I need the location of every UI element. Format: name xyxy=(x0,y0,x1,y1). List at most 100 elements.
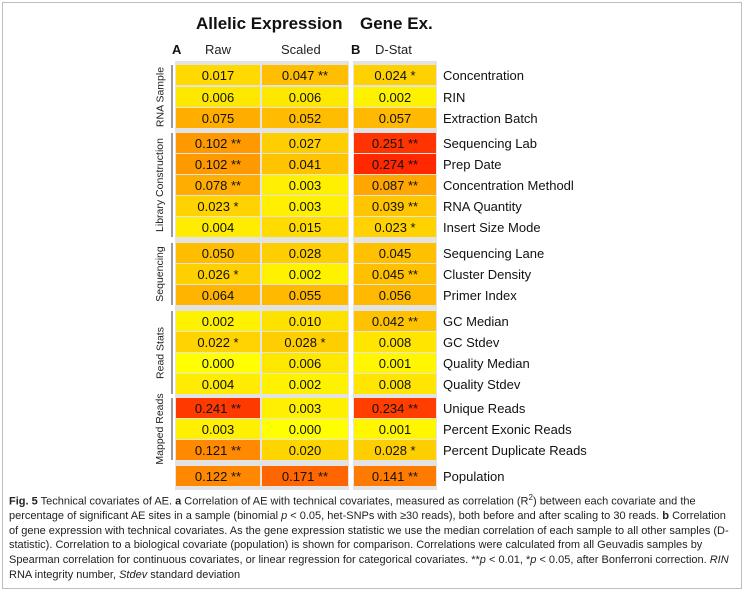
heatmap-cell: 0.027 xyxy=(262,133,348,153)
heatmap-cell: 0.251 ** xyxy=(354,133,436,153)
heatmap-cell: 0.057 xyxy=(354,108,436,128)
caption-text: < 0.05, after Bonferroni correction. xyxy=(536,554,710,567)
row-label: Extraction Batch xyxy=(443,110,538,126)
caption-text: < 0.01, * xyxy=(485,554,531,567)
row-label: Unique Reads xyxy=(443,400,526,416)
row-label: Concentration Methodl xyxy=(443,177,574,193)
caption-fig-label: Fig. 5 xyxy=(9,495,38,508)
heatmap-cell: 0.002 xyxy=(176,311,260,331)
caption-italic-p: p xyxy=(281,510,288,523)
group-label: RNA Sample xyxy=(154,66,166,127)
row-label: GC Stdev xyxy=(443,334,500,350)
heatmap-cell: 0.006 xyxy=(176,87,260,107)
group-bracket xyxy=(171,311,173,394)
figure-caption: Fig. 5 Technical covariates of AE. a Cor… xyxy=(9,491,737,582)
heatmap-cell: 0.064 xyxy=(176,285,260,305)
row-label: Percent Duplicate Reads xyxy=(443,442,587,458)
heatmap-cell: 0.056 xyxy=(354,285,436,305)
heatmap-cell: 0.008 xyxy=(354,332,436,352)
heatmap-cell: 0.002 xyxy=(262,264,348,284)
heatmap-cell: 0.052 xyxy=(262,108,348,128)
heatmap-cell: 0.023 * xyxy=(354,217,436,237)
heatmap-cell: 0.000 xyxy=(176,353,260,373)
column-header-dstat: D-Stat xyxy=(375,42,412,57)
heatmap-cell: 0.003 xyxy=(176,419,260,439)
heatmap-cell: 0.026 * xyxy=(176,264,260,284)
caption-italic-p: p xyxy=(479,554,486,567)
row-label: Insert Size Mode xyxy=(443,219,541,235)
row-label: GC Median xyxy=(443,313,509,329)
heatmap-cell: 0.004 xyxy=(176,217,260,237)
heatmap-cell: 0.241 ** xyxy=(176,398,260,418)
caption-text: Technical covariates of AE. xyxy=(37,495,176,508)
heatmap-cell: 0.000 xyxy=(262,419,348,439)
heatmap-cell: 0.002 xyxy=(354,87,436,107)
heatmap-cell: 0.102 ** xyxy=(176,154,260,174)
group-bracket xyxy=(171,398,173,460)
heatmap-cell: 0.141 ** xyxy=(354,466,436,486)
heatmap-cell: 0.102 ** xyxy=(176,133,260,153)
heatmap-cell: 0.075 xyxy=(176,108,260,128)
heatmap-cell: 0.004 xyxy=(176,374,260,394)
heatmap-cell: 0.055 xyxy=(262,285,348,305)
heatmap-cell: 0.006 xyxy=(262,353,348,373)
caption-italic-p: p xyxy=(530,554,537,567)
heatmap-cell: 0.041 xyxy=(262,154,348,174)
caption-text: Correlation of AE with technical covaria… xyxy=(181,495,529,508)
column-header-raw: Raw xyxy=(205,42,232,57)
heatmap-cell: 0.017 xyxy=(176,65,260,85)
caption-panel-b: b xyxy=(662,510,670,523)
heatmap-cell: 0.003 xyxy=(262,175,348,195)
row-label: Primer Index xyxy=(443,287,517,303)
row-label: Prep Date xyxy=(443,156,502,172)
heatmap-cell: 0.087 ** xyxy=(354,175,436,195)
heatmap-cell: 0.274 ** xyxy=(354,154,436,174)
heatmap-cell: 0.003 xyxy=(262,196,348,216)
caption-text: Correlation of gene expression with tech… xyxy=(9,510,729,567)
heatmap-cell: 0.015 xyxy=(262,217,348,237)
column-header-scaled: Scaled xyxy=(281,42,321,57)
group-label: Library Construction xyxy=(154,138,166,232)
heatmap-cell: 0.001 xyxy=(354,353,436,373)
heatmap-cell: 0.010 xyxy=(262,311,348,331)
group-label: Sequencing xyxy=(154,246,166,302)
heatmap-cell: 0.002 xyxy=(262,374,348,394)
heatmap-cell: 0.003 xyxy=(262,398,348,418)
group-bracket xyxy=(171,65,173,128)
caption-panel-a: a xyxy=(175,495,182,508)
heatmap-cell: 0.122 ** xyxy=(176,466,260,486)
heatmap-cell: 0.008 xyxy=(354,374,436,394)
row-label: Quality Stdev xyxy=(443,376,521,392)
heatmap-cell: 0.001 xyxy=(354,419,436,439)
row-label: Population xyxy=(443,468,505,484)
caption-superscript: 2 xyxy=(528,493,533,502)
group-label: Read Stats xyxy=(154,326,166,379)
heatmap-cell: 0.047 ** xyxy=(262,65,348,85)
group-label: Mapped Reads xyxy=(154,393,166,465)
heatmap-cell: 0.042 ** xyxy=(354,311,436,331)
row-label: Concentration xyxy=(443,67,524,83)
row-label: RIN xyxy=(443,89,466,105)
heatmap-cell: 0.006 xyxy=(262,87,348,107)
heatmap-cell: 0.121 ** xyxy=(176,440,260,460)
header-gene-expression: Gene Ex. xyxy=(360,14,433,33)
heatmap-cell: 0.022 * xyxy=(176,332,260,352)
heatmap-cell: 0.045 xyxy=(354,243,436,263)
heatmap-cell: 0.024 * xyxy=(354,65,436,85)
heatmap-cell: 0.039 ** xyxy=(354,196,436,216)
heatmap-cell: 0.171 ** xyxy=(262,466,348,486)
row-label: Quality Median xyxy=(443,355,530,371)
panel-letter-b: B xyxy=(351,42,361,57)
group-bracket xyxy=(171,133,173,237)
caption-text: ) between each covariate and the percent… xyxy=(9,495,696,523)
caption-text: RNA integrity number, xyxy=(9,568,120,581)
caption-italic-rin: RIN xyxy=(709,554,729,567)
heatmap-cell: 0.078 ** xyxy=(176,175,260,195)
heatmap-cell: 0.045 ** xyxy=(354,264,436,284)
caption-italic-stdev: Stdev xyxy=(119,568,148,581)
row-label: Percent Exonic Reads xyxy=(443,421,572,437)
row-label: Sequencing Lane xyxy=(443,245,545,261)
row-label: Cluster Density xyxy=(443,266,532,282)
heatmap-cell: 0.234 ** xyxy=(354,398,436,418)
